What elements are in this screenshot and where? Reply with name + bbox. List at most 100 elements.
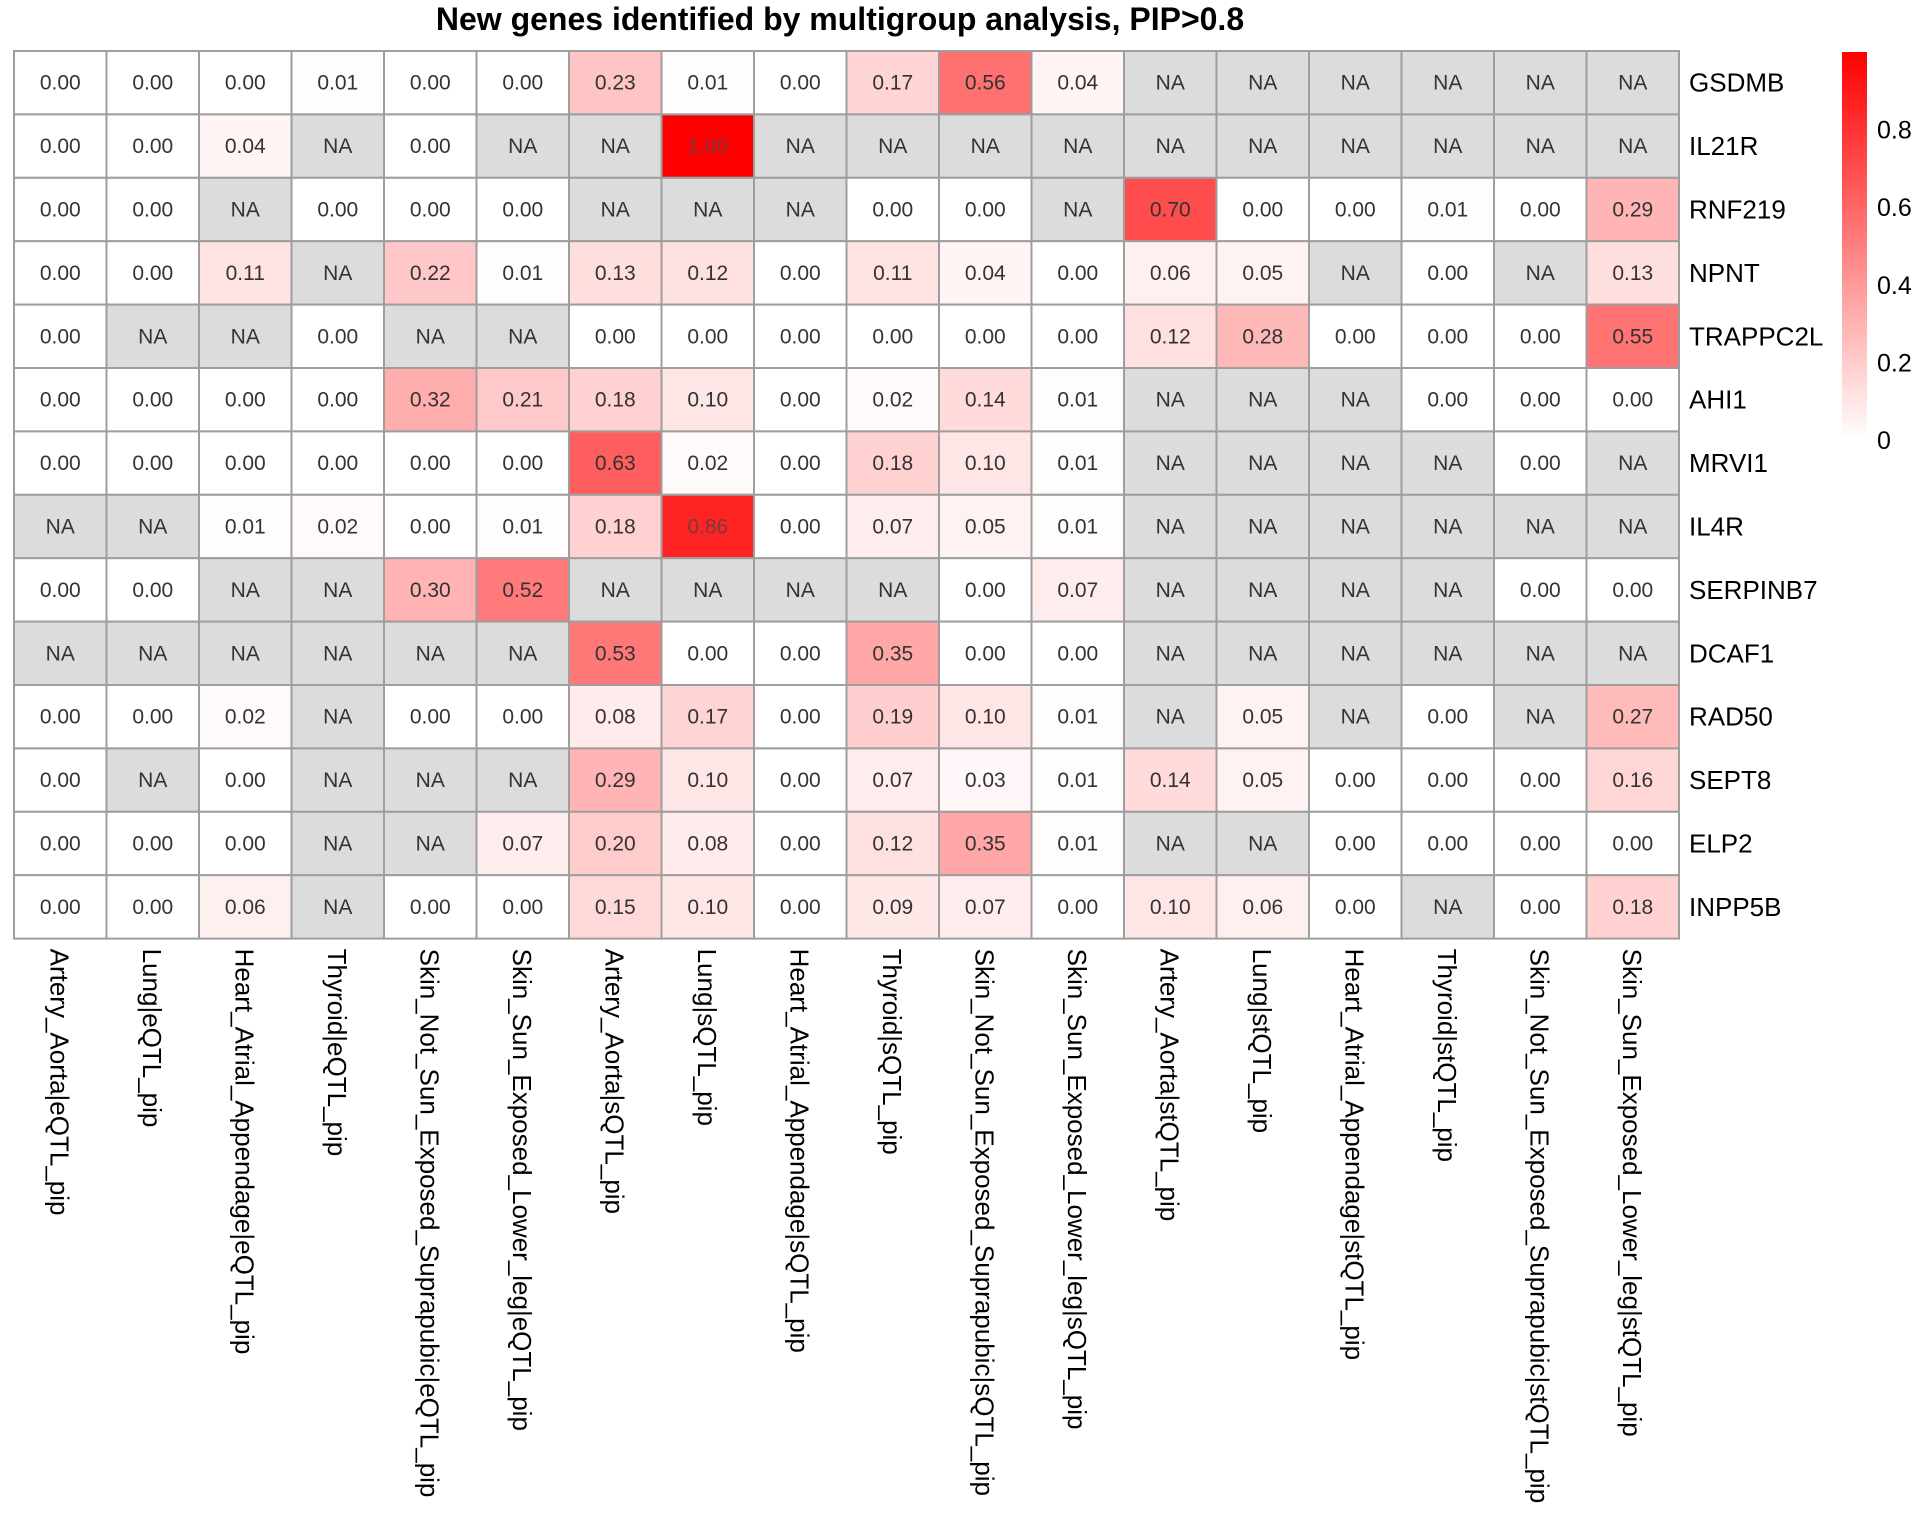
heatmap-cell <box>938 810 1033 877</box>
heatmap-cell <box>1030 430 1125 496</box>
cell-value-label: 0.00 <box>317 452 358 475</box>
cell-value-label: 0.86 <box>687 516 728 539</box>
cell-value-label: 0.10 <box>965 706 1006 729</box>
cell-value-label: NA <box>1156 642 1185 665</box>
cell-value-label: 0.01 <box>225 516 266 539</box>
cell-value-label: 0.00 <box>410 452 451 475</box>
heatmap-cell <box>1493 367 1588 433</box>
cell-value-label: 0.00 <box>1427 706 1468 729</box>
heatmap-cell <box>290 113 385 179</box>
cell-value-label: 0.00 <box>965 199 1006 222</box>
row-label: INPP5B <box>1689 892 1782 922</box>
heatmap-cell <box>13 303 108 370</box>
cell-value-label: 1.00 <box>687 135 728 158</box>
heatmap-cell <box>1493 874 1588 940</box>
cell-value-label: 0.10 <box>1150 896 1191 919</box>
cell-value-label: 0.00 <box>1520 199 1561 222</box>
cell-value-label: 0.29 <box>595 769 636 792</box>
cell-value-label: 0.02 <box>225 706 266 729</box>
cell-value-label: NA <box>1341 706 1370 729</box>
cell-value-label: 0.06 <box>225 896 266 919</box>
cell-value-label: 0.05 <box>1242 769 1283 792</box>
heatmap-cell <box>1215 810 1310 877</box>
cell-value-label: NA <box>416 325 445 348</box>
cell-value-label: 0.13 <box>595 262 636 285</box>
cell-value-label: NA <box>323 833 352 856</box>
heatmap-cell <box>475 620 570 686</box>
column-label: Skin_Not_Sun_Exposed_Suprapubic|eQTL_pip <box>414 949 444 1498</box>
heatmap-cell <box>198 303 293 370</box>
cell-value-label: NA <box>1618 516 1647 539</box>
row-label: IL21R <box>1689 131 1758 161</box>
row-label: IL4R <box>1689 512 1744 542</box>
row-labels: GSDMB IL21R RNF219 NPNT TRAPPC2L AHI1 MRVI1 IL4… <box>1689 68 1823 922</box>
legend-ticks: 0 0.2 0.4 0.6 0.8 <box>1877 117 1912 455</box>
legend-tick-label: 0.8 <box>1877 117 1912 145</box>
cell-value-label: NA <box>416 833 445 856</box>
cell-value-label: 0.00 <box>872 199 913 222</box>
cell-value-label: 0.00 <box>780 896 821 919</box>
heatmap-cell <box>198 113 293 179</box>
cell-value-label: NA <box>1433 642 1462 665</box>
cell-value-label: 0.01 <box>1057 706 1098 729</box>
cell-value-label: NA <box>786 579 815 602</box>
heatmap-cell <box>383 874 478 940</box>
heatmap-cell <box>1585 176 1680 243</box>
cell-value-label: 0.29 <box>1612 199 1653 222</box>
cell-value-label: 0.00 <box>780 452 821 475</box>
column-label: Artery_Aorta|stQTL_pip <box>1154 949 1184 1222</box>
heatmap-cell <box>475 810 570 877</box>
cell-value-label: 0.00 <box>780 389 821 412</box>
cell-value-label: NA <box>1526 706 1555 729</box>
heatmap-cell <box>1030 50 1125 116</box>
cell-value-label: 0.11 <box>226 262 265 285</box>
heatmap-cell <box>1400 557 1495 623</box>
cell-value-label: 0.10 <box>965 452 1006 475</box>
heatmap-cell <box>1308 303 1403 370</box>
cell-value-label: 0.14 <box>1150 769 1191 792</box>
heatmap-cell <box>1123 684 1218 750</box>
cell-value-label: NA <box>693 579 722 602</box>
cell-value-label: NA <box>1526 516 1555 539</box>
cell-value-label: NA <box>971 135 1000 158</box>
cell-value-label: 0.28 <box>1242 325 1283 348</box>
heatmap-cell <box>1030 874 1125 940</box>
cell-value-label: 0.01 <box>1057 389 1098 412</box>
column-label: Artery_Aorta|sQTL_pip <box>599 949 629 1214</box>
heatmap-cell <box>1400 493 1495 560</box>
cell-value-label: 0.00 <box>780 833 821 856</box>
heatmap-cell <box>1030 303 1125 370</box>
cell-value-label: NA <box>878 579 907 602</box>
heatmap-cell <box>290 620 385 686</box>
heatmap-cell <box>105 50 200 116</box>
heatmap-cell <box>568 684 663 750</box>
cell-value-label: NA <box>1156 833 1185 856</box>
cell-value-label: NA <box>46 516 75 539</box>
heatmap-cell <box>753 303 848 370</box>
cell-value-label: 0.01 <box>1057 516 1098 539</box>
cell-value-label: 0.00 <box>965 642 1006 665</box>
heatmap-cell <box>383 113 478 179</box>
cell-value-label: 0.00 <box>780 706 821 729</box>
cell-value-label: NA <box>1063 199 1092 222</box>
heatmap-cell <box>383 367 478 433</box>
heatmap-cell <box>568 557 663 623</box>
cell-value-label: 0.00 <box>780 516 821 539</box>
cell-value-label: 0.02 <box>687 452 728 475</box>
cell-value-label: 0.00 <box>40 579 81 602</box>
heatmap-cell <box>1215 50 1310 116</box>
heatmap-cell <box>1493 684 1588 750</box>
cell-value-label: 0.00 <box>317 199 358 222</box>
cell-value-label: NA <box>1248 642 1277 665</box>
cell-value-label: 0.05 <box>1242 262 1283 285</box>
cell-value-label: 0.07 <box>965 896 1006 919</box>
cell-value-label: 0.01 <box>502 516 543 539</box>
cell-value-label: 0.00 <box>1427 325 1468 348</box>
heatmap-cell <box>1585 810 1680 877</box>
cell-value-label: NA <box>508 642 537 665</box>
cell-value-label: 0.00 <box>1520 325 1561 348</box>
cell-value-label: 0.32 <box>410 389 451 412</box>
cell-value-label: 0.00 <box>1427 262 1468 285</box>
cell-value-label: 0.00 <box>965 579 1006 602</box>
heatmap-cell <box>938 303 1033 370</box>
